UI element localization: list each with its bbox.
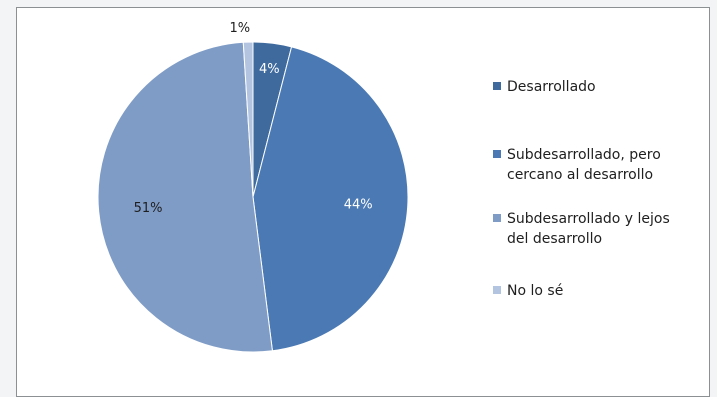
pie-chart: 4% 44% 51% 1% Desarrollado Subdesarrollado, … — [97, 21, 670, 353]
pie-slice-lejos — [97, 41, 273, 353]
data-label-no-lo-se: 1% — [229, 21, 250, 36]
legend-label-cercano: Subdesarrollado, pero cercano al desarrol… — [507, 147, 661, 183]
legend-entry-desarrollado: Desarrollado — [493, 79, 596, 95]
legend-swatch-lejos — [493, 214, 501, 222]
legend-label-desarrollado: Desarrollado — [507, 79, 596, 95]
chart-legend: Desarrollado Subdesarrollado, pero cercano… — [493, 79, 670, 299]
data-label-lejos: 51% — [134, 201, 163, 216]
legend-entry-no-lo-se: No lo sé — [493, 283, 563, 299]
legend-swatch-cercano — [493, 150, 501, 158]
legend-label-lejos: Subdesarrollado y lejos del desarrollo — [507, 211, 670, 247]
pie-slice-cercano — [252, 46, 409, 352]
legend-swatch-no-lo-se — [493, 286, 501, 294]
legend-entry-lejos: Subdesarrollado y lejos del desarrollo — [493, 211, 670, 247]
pie-slices — [97, 41, 409, 353]
data-label-desarrollado: 4% — [259, 62, 280, 77]
data-label-cercano: 44% — [344, 198, 373, 213]
legend-label-no-lo-se: No lo sé — [507, 283, 563, 299]
pie-data-labels: 4% 44% 51% 1% — [134, 21, 373, 216]
pie-slice-no-lo-se — [242, 41, 254, 198]
legend-entry-cercano: Subdesarrollado, pero cercano al desarrol… — [493, 147, 661, 183]
legend-swatch-desarrollado — [493, 82, 501, 90]
